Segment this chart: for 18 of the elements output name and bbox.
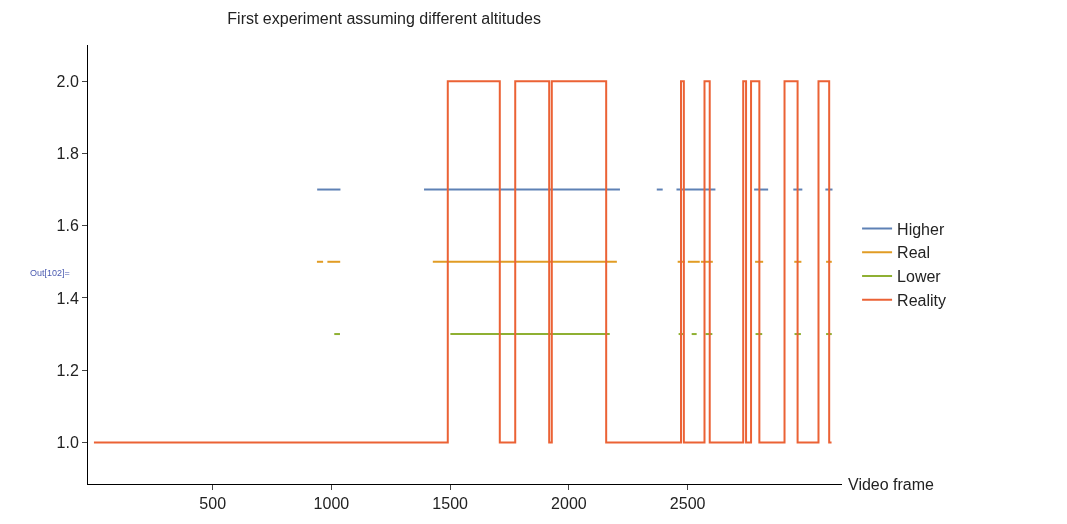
y-tick-label: 1.8 xyxy=(56,145,79,162)
x-tick-label: 2500 xyxy=(669,495,706,513)
text: Out[102]= xyxy=(30,268,70,278)
x-tick-label: 2000 xyxy=(551,495,587,513)
legend-label: Reality xyxy=(897,292,946,310)
legend-label: Real xyxy=(897,244,930,262)
legend-label: Higher xyxy=(897,220,945,238)
y-tick-label: 1.2 xyxy=(56,361,79,379)
y-tick-label: 1.6 xyxy=(56,217,79,235)
y-tick-label: 1.4 xyxy=(56,289,79,307)
x-tick-label: 1500 xyxy=(432,495,469,513)
legend-label: Lower xyxy=(897,268,942,286)
x-axis-title: Video frame xyxy=(848,476,935,493)
y-tick-label: 2.0 xyxy=(56,72,79,90)
y-tick-label: 1.0 xyxy=(56,434,79,452)
chart-title: First experiment assuming different altitudes xyxy=(227,10,541,28)
x-tick-label: 500 xyxy=(199,495,227,513)
x-tick-label: 1000 xyxy=(313,495,350,513)
